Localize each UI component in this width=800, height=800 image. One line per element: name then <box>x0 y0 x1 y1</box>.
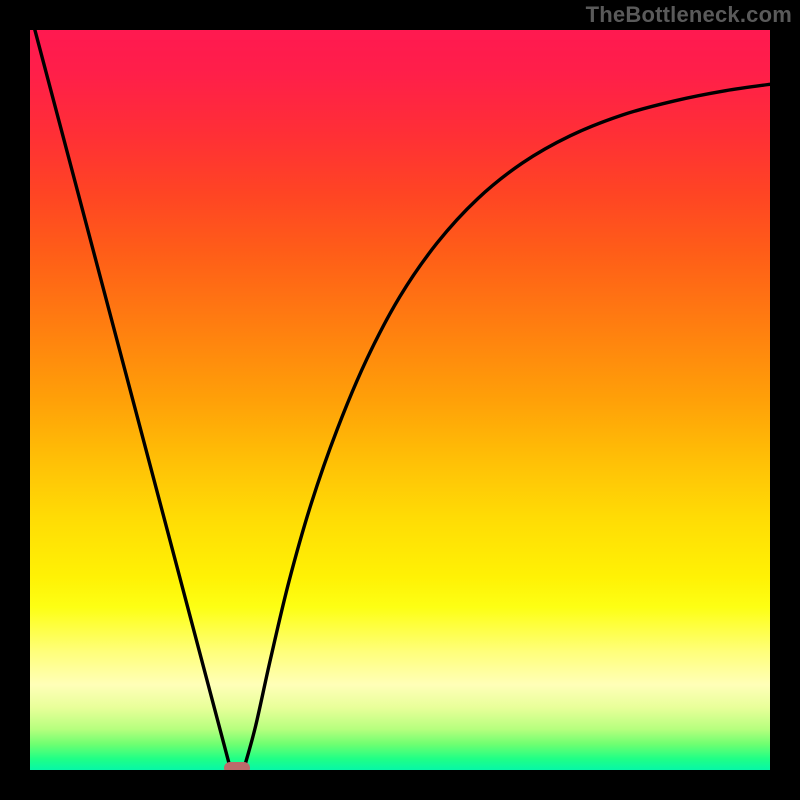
curve-layer <box>30 30 770 770</box>
curve-left-segment <box>30 30 230 766</box>
watermark-text: TheBottleneck.com <box>586 2 792 28</box>
dip-marker <box>224 762 250 770</box>
curve-right-segment <box>245 83 770 766</box>
chart-container: TheBottleneck.com <box>0 0 800 800</box>
plot-area <box>30 30 770 770</box>
plot-frame <box>30 30 770 770</box>
